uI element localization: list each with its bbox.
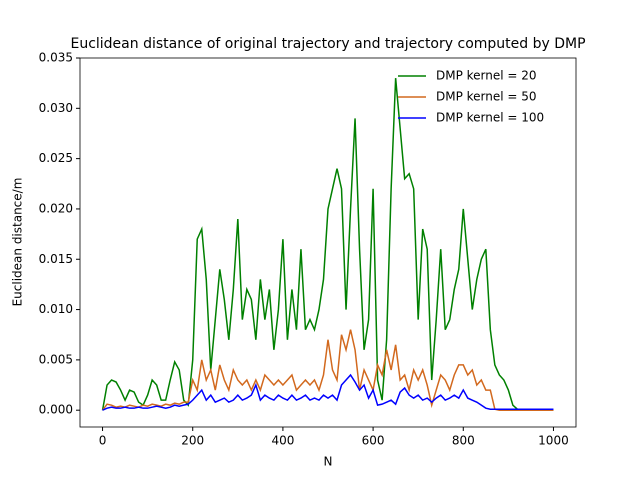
y-tick-label: 0.030 <box>39 101 73 115</box>
y-tick-label: 0.015 <box>39 252 73 266</box>
y-axis-label: Euclidean distance/m <box>11 178 25 307</box>
x-tick-label: 600 <box>362 434 385 448</box>
x-tick-label: 1000 <box>538 434 569 448</box>
x-tick-label: 400 <box>271 434 294 448</box>
x-axis-label: N <box>324 455 333 469</box>
chart-title: Euclidean distance of original trajector… <box>70 36 585 52</box>
y-tick-label: 0.020 <box>39 201 73 215</box>
y-tick-label: 0.010 <box>39 302 73 316</box>
legend-label: DMP kernel = 50 <box>436 90 537 104</box>
x-tick-label: 200 <box>181 434 204 448</box>
x-tick-label: 0 <box>99 434 107 448</box>
y-tick-label: 0.035 <box>39 51 73 65</box>
x-tick-label: 800 <box>452 434 475 448</box>
legend-label: DMP kernel = 100 <box>436 111 544 125</box>
legend-label: DMP kernel = 20 <box>436 69 537 83</box>
data-line <box>101 78 554 411</box>
data-line <box>102 373 554 411</box>
plot-frame <box>79 57 577 428</box>
y-tick-label: 0.005 <box>39 352 73 366</box>
y-tick-label: 0.025 <box>39 151 73 165</box>
data-line <box>101 329 554 411</box>
y-tick-label: 0.000 <box>39 403 73 417</box>
